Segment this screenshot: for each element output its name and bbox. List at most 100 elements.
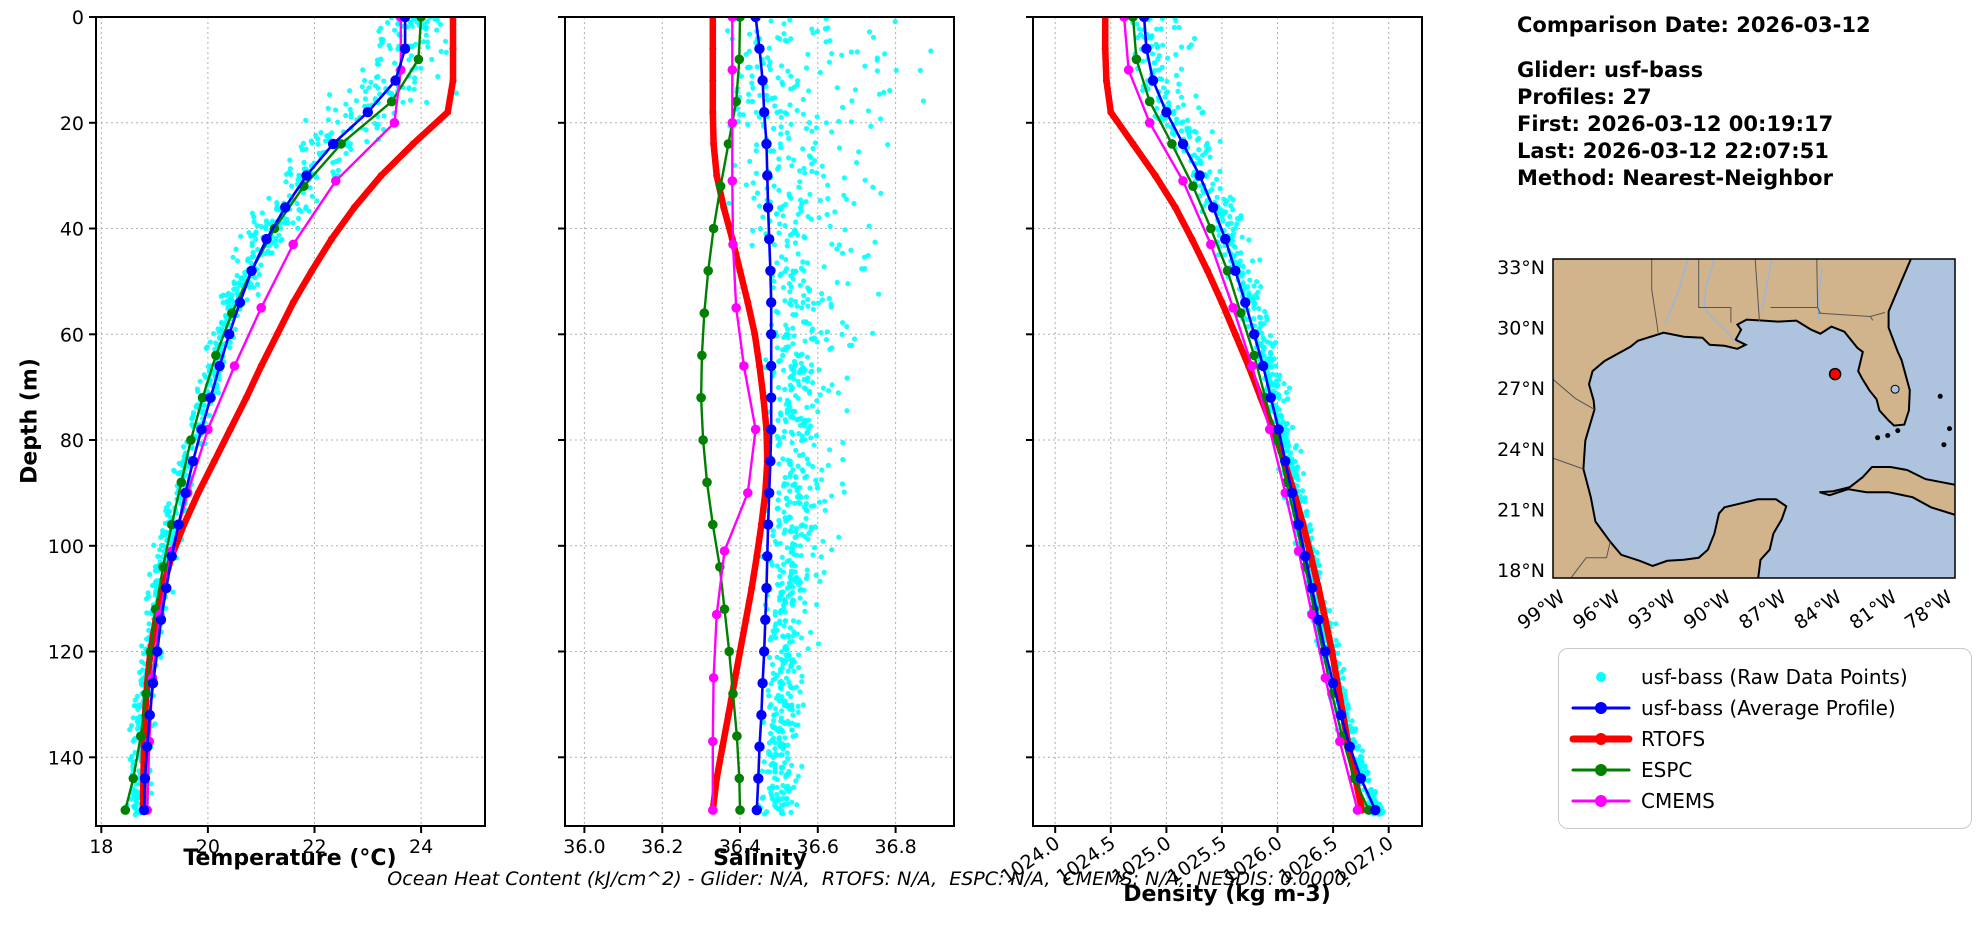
state-border <box>1818 312 1874 321</box>
svg-text:80: 80 <box>60 430 84 452</box>
svg-text:36.4: 36.4 <box>719 836 761 858</box>
rtofs-marker-icon <box>1569 732 1633 745</box>
method-text: Method: Nearest-Neighbor <box>1517 166 1833 190</box>
profiles-count-text: Profiles: 27 <box>1517 85 1652 109</box>
temperature-raw-scatter <box>124 17 459 818</box>
svg-text:24: 24 <box>409 836 433 858</box>
legend-box: usf-bass (Raw Data Points) usf-bass (Ave… <box>1558 648 1972 829</box>
salinity-axis-label: Salinity <box>713 846 807 871</box>
legend-item-rtofs: RTOFS <box>1569 723 1961 754</box>
island <box>1885 433 1891 438</box>
espc-marker-icon <box>1571 763 1631 776</box>
island <box>1941 442 1947 448</box>
landmass <box>1819 466 1955 516</box>
legend-label: usf-bass (Raw Data Points) <box>1641 664 1908 689</box>
legend-label: usf-bass (Average Profile) <box>1641 695 1896 720</box>
CMEMS-series <box>1119 17 1363 815</box>
island <box>1895 428 1901 434</box>
svg-text:0: 0 <box>72 7 84 29</box>
svg-text:100: 100 <box>48 536 84 558</box>
glider-location-marker <box>1828 367 1842 381</box>
island <box>1937 393 1943 399</box>
RTOFS-series <box>1101 17 1366 814</box>
ocean-heat-content-note: Ocean Heat Content (kJ/cm^2) - Glider: N… <box>387 868 1353 890</box>
state-border <box>1698 259 1732 323</box>
svg-text:140: 140 <box>48 747 84 769</box>
average-profile-marker-icon <box>1571 701 1631 714</box>
usf-bass-average-series <box>138 17 411 816</box>
temperature-axis-label: Temperature (°C) <box>183 846 397 871</box>
map-frame <box>1552 258 1956 579</box>
map-lon-label: 99°W <box>1514 586 1570 634</box>
map-lon-label: 78°W <box>1901 586 1957 634</box>
legend-item-cmems: CMEMS <box>1569 785 1961 816</box>
legend-label: RTOFS <box>1641 726 1706 751</box>
state-border <box>1553 457 1584 470</box>
map-lat-label: 27°N <box>1497 378 1545 400</box>
map-lat-label: 21°N <box>1497 499 1545 521</box>
svg-text:60: 60 <box>60 324 84 346</box>
svg-text:20: 20 <box>196 836 220 858</box>
svg-text:36.2: 36.2 <box>641 836 683 858</box>
svg-text:36.6: 36.6 <box>797 836 839 858</box>
state-border <box>1754 259 1760 322</box>
ESPC-series <box>696 17 745 815</box>
legend-item-average: usf-bass (Average Profile) <box>1569 692 1961 723</box>
depth-axis-label: Depth (m) <box>17 358 43 484</box>
svg-text:40: 40 <box>60 219 84 241</box>
river <box>1817 267 1823 320</box>
map-lat-label: 18°N <box>1497 560 1545 582</box>
svg-text:36.0: 36.0 <box>563 836 605 858</box>
density-raw-scatter <box>1125 17 1386 817</box>
CMEMS-series <box>142 17 406 815</box>
state-border <box>1651 259 1659 333</box>
CMEMS-series <box>708 17 761 815</box>
density-axis-label: Density (kg m-3) <box>1123 882 1331 907</box>
salinity-raw-scatter <box>725 17 934 817</box>
map-lat-label: 30°N <box>1497 318 1545 340</box>
legend-item-raw: usf-bass (Raw Data Points) <box>1569 661 1961 692</box>
map-lat-label: 24°N <box>1497 439 1545 461</box>
svg-text:36.8: 36.8 <box>874 836 916 858</box>
map-lat-label: 33°N <box>1497 257 1545 279</box>
first-profile-time-text: First: 2026-03-12 00:19:17 <box>1517 112 1834 136</box>
map-lon-label: 90°W <box>1680 586 1736 634</box>
map-lon-label: 93°W <box>1624 586 1680 634</box>
glider-name-text: Glider: usf-bass <box>1517 58 1704 82</box>
map-area <box>1553 259 1955 578</box>
island <box>1947 426 1952 432</box>
svg-text:22: 22 <box>302 836 326 858</box>
svg-text:120: 120 <box>48 642 84 664</box>
raw-data-marker-icon <box>1596 671 1606 682</box>
landmass <box>1553 259 1912 578</box>
usf-bass-average-series <box>1138 17 1381 816</box>
lake-okeechobee <box>1890 384 1900 394</box>
legend-item-espc: ESPC <box>1569 754 1961 785</box>
state-border <box>1870 312 1886 317</box>
map-lon-label: 96°W <box>1569 586 1625 634</box>
state-border <box>1553 378 1595 410</box>
cmems-marker-icon <box>1571 794 1631 807</box>
density-panel: 1024.01024.51025.01025.51026.01026.51027… <box>997 16 1423 888</box>
last-profile-time-text: Last: 2026-03-12 22:07:51 <box>1517 139 1829 163</box>
map-lon-label: 81°W <box>1846 586 1902 634</box>
svg-text:18: 18 <box>89 836 113 858</box>
state-border <box>1570 541 1611 578</box>
river <box>1703 259 1738 345</box>
river <box>1664 259 1690 324</box>
info-block: Comparison Date: 2026-03-12 Glider: usf-… <box>1517 12 1871 192</box>
island <box>1875 435 1881 441</box>
usf-bass-average-series <box>750 17 777 816</box>
ESPC-series <box>120 17 426 815</box>
legend-label: CMEMS <box>1641 788 1715 813</box>
svg-text:20: 20 <box>60 113 84 135</box>
map-lon-label: 87°W <box>1735 586 1791 634</box>
salinity-panel: 36.0 36.2 36.4 36.6 36.8 <box>558 16 955 858</box>
location-map: 33°N 30°N 27°N 24°N 21°N 18°N 99°W 96°W 93°W 90°W… <box>1497 257 1957 634</box>
map-lon-label: 84°W <box>1790 586 1846 634</box>
temperature-panel: 18 20 22 24 0 20 40 60 80 100 120 140 <box>48 7 486 858</box>
river <box>1761 259 1773 310</box>
comparison-date-text: Comparison Date: 2026-03-12 <box>1517 13 1871 37</box>
